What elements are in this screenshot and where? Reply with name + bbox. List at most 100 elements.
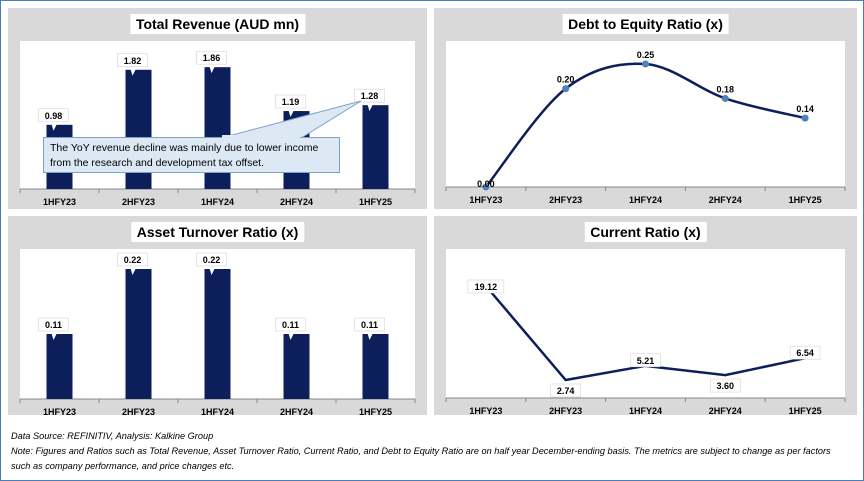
data-label-text: 5.21	[637, 356, 655, 366]
x-tick-label: 1HFY25	[789, 406, 822, 415]
data-label: 5.21	[630, 353, 661, 368]
data-label: 0.11	[354, 317, 385, 340]
data-label: 0.14	[796, 104, 814, 114]
label-pointer	[208, 265, 217, 275]
data-point	[562, 85, 570, 93]
label-box	[354, 88, 385, 103]
label-box	[550, 383, 581, 398]
data-label-text: 1.28	[361, 91, 379, 101]
x-tick-label: 1HFY24	[629, 406, 662, 415]
x-tick-label: 2HFY24	[709, 406, 742, 415]
data-label: 0.22	[117, 252, 148, 275]
data-label-text: 3.60	[717, 381, 735, 391]
total-revenue-chart: 1HFY23 2HFY23 1HFY24 2HFY24 1HFY25 0.98 1.82 1.…	[8, 8, 427, 209]
label-box	[117, 53, 148, 68]
data-label: 1.28	[354, 88, 385, 112]
label-pointer	[366, 101, 375, 112]
plot-area	[446, 249, 845, 398]
label-box	[196, 252, 227, 267]
bar	[46, 334, 73, 399]
data-source: Data Source: REFINITIV, Analysis: Kalkin…	[11, 431, 214, 441]
data-label-text: 1.19	[282, 97, 300, 107]
bar	[283, 334, 310, 399]
x-tick-label: 1HFY25	[359, 197, 392, 207]
data-label-text: 0.25	[637, 50, 655, 60]
data-label: 2.74	[550, 383, 581, 398]
data-label: 0.20	[557, 75, 575, 85]
data-label-text: 0.18	[717, 84, 735, 94]
data-label-text: 0.14	[796, 104, 814, 114]
x-tick-label: 2HFY24	[280, 407, 313, 415]
data-label: 0.98	[38, 108, 69, 131]
x-tick-label: 1HFY25	[359, 407, 392, 415]
data-point	[482, 183, 490, 191]
x-tick-label: 2HFY23	[549, 195, 582, 205]
data-label-text: 0.98	[45, 111, 63, 121]
label-box	[467, 279, 505, 294]
data-point	[721, 94, 729, 102]
current-ratio-chart: 1HFY23 2HFY23 1HFY24 2HFY24 1HFY25 19.12 2.74 5…	[434, 216, 857, 415]
data-label-text: 1.86	[203, 53, 221, 63]
label-pointer	[366, 330, 375, 340]
chart-title: Debt to Equity Ratio (x)	[562, 14, 729, 34]
bar	[204, 269, 231, 399]
label-box	[630, 353, 661, 368]
data-label-text: 0.11	[45, 320, 62, 330]
label-pointer	[129, 65, 138, 76]
x-tick-label: 2HFY23	[122, 407, 155, 415]
data-label: 0.18	[717, 84, 735, 94]
x-tick-label: 1HFY23	[469, 406, 502, 415]
label-pointer	[287, 330, 296, 340]
label-pointer	[50, 120, 59, 131]
bar	[125, 269, 152, 399]
label-box	[354, 317, 385, 332]
label-box	[196, 50, 227, 65]
revenue-callout: The YoY revenue decline was mainly due t…	[43, 137, 340, 173]
label-box	[789, 345, 821, 360]
chart-svg: 1HFY23 2HFY23 1HFY24 2HFY24 1HFY25 0.00 0.20 0.…	[445, 41, 846, 205]
x-tick-label: 2HFY24	[709, 195, 742, 205]
data-point	[801, 114, 809, 122]
label-pointer	[50, 330, 59, 340]
data-label: 0.11	[275, 317, 306, 340]
data-label: 0.00	[477, 179, 495, 189]
chart-title: Current Ratio (x)	[584, 222, 707, 242]
label-box	[275, 317, 306, 332]
label-pointer	[208, 63, 217, 74]
data-label: 0.11	[38, 317, 69, 340]
asset-turnover-chart: 1HFY23 2HFY23 1HFY24 2HFY24 1HFY25 0.11 0.22 0.…	[8, 216, 427, 415]
x-tick-label: 1HFY23	[469, 195, 502, 205]
data-label-text: 6.54	[796, 348, 814, 358]
note: Note: Figures and Ratios such as Total R…	[11, 446, 831, 471]
bar	[362, 334, 389, 399]
x-tick-label: 1HFY24	[201, 407, 234, 415]
bar	[362, 105, 389, 189]
data-point	[642, 60, 649, 68]
label-pointer	[129, 265, 138, 275]
data-label: 1.82	[117, 53, 148, 76]
data-label: 1.86	[196, 50, 227, 74]
data-label-text: 19.12	[475, 282, 498, 292]
label-box	[38, 108, 69, 123]
x-tick-label: 2HFY24	[280, 197, 313, 207]
chart-svg: 1HFY23 2HFY23 1HFY24 2HFY24 1HFY25 0.98 1.82 1.…	[19, 41, 416, 207]
chart-svg: 1HFY23 2HFY23 1HFY24 2HFY24 1HFY25 0.11 0.22 0.…	[19, 249, 416, 415]
x-tick-label: 1HFY24	[201, 197, 234, 207]
chart-title: Total Revenue (AUD mn)	[129, 14, 306, 34]
debt-to-equity-chart: 1HFY23 2HFY23 1HFY24 2HFY24 1HFY25 0.00 0.20 0.…	[434, 8, 857, 209]
x-tick-label: 2HFY23	[122, 197, 155, 207]
data-label-text: 2.74	[557, 386, 575, 396]
data-label: 6.54	[789, 345, 821, 360]
x-tick-label: 1HFY25	[789, 195, 822, 205]
data-label-text: 0.11	[361, 320, 378, 330]
data-label-text: 0.22	[203, 255, 221, 265]
data-label: 3.60	[710, 378, 741, 393]
footnotes: Data Source: REFINITIV, Analysis: Kalkin…	[11, 429, 851, 474]
chart-title: Asset Turnover Ratio (x)	[130, 222, 305, 242]
data-label: 19.12	[467, 279, 505, 294]
data-label-text: 0.11	[282, 320, 299, 330]
data-label-text: 0.22	[124, 255, 142, 265]
x-tick-label: 1HFY24	[629, 195, 662, 205]
data-label: 0.22	[196, 252, 227, 275]
